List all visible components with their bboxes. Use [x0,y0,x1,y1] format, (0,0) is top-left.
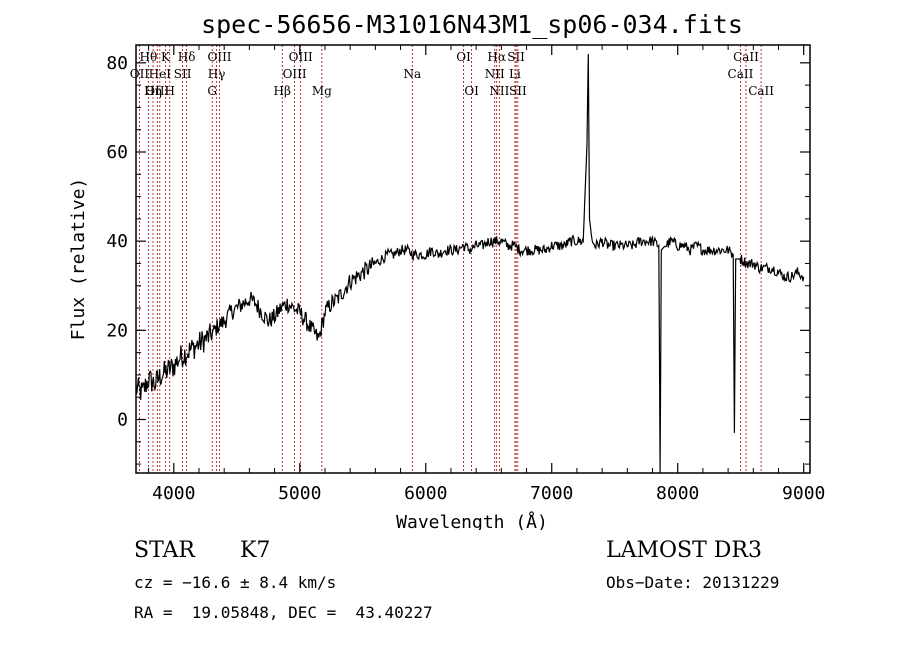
spectral-line-markers: Hθ OII OIII K HeI Hη H SII Hδ OIII Hγ G OIII OIII Hβ Mg… [130,45,774,473]
spectral-line-label: Hη [144,84,162,98]
spectral-line-label: OI [464,84,479,98]
spectral-line-label: OIII [283,67,307,81]
object-type: STAR [134,538,195,563]
y-tick-label: 0 [117,410,128,431]
spectral-line-label: Hγ [208,67,226,81]
spectral-line-label: G [207,84,217,98]
x-tick-label: 9000 [782,483,825,504]
y-tick-label: 40 [106,231,128,252]
spectral-line-label: NII [489,84,509,98]
spectral-line-label: SII [507,50,525,64]
spectral-line-label: OI [456,50,471,64]
spectrum-line [135,53,805,474]
spectral-line-label: OII [130,67,150,81]
spectral-line-label: SII [509,84,527,98]
chart-title: spec-56656-M31016N43M1_sp06-034.fits [201,10,743,39]
spectral-line-label: CaII [733,50,759,64]
spectrum-plot-svg: spec-56656-M31016N43M1_sp06-034.fits Hθ O… [68,10,825,530]
spectral-line-label: NII [485,67,505,81]
spectral-line-label: Hα [487,50,506,64]
ra-dec-coordinates: RA = 19.05848, DEC = 43.40227 [134,603,433,622]
spectral-line-label: CaII [748,84,774,98]
redshift-velocity: cz = −16.6 ± 8.4 km/s [134,573,337,592]
y-axis-label: Flux (relative) [68,178,89,341]
x-tick-label: 7000 [530,483,573,504]
spectral-line-label: Hθ [139,50,157,64]
spectral-line-label: Na [403,67,421,81]
spectral-line-label: Mg [312,84,332,98]
spectral-line-label: SII [174,67,192,81]
spectral-line-label: K [161,50,171,64]
spectral-line-label: OIII [145,84,169,98]
x-tick-label: 4000 [152,483,195,504]
spectral-line-label: OIII [289,50,313,64]
spectral-line-label: Hβ [274,84,291,98]
x-tick-label: 5000 [278,483,321,504]
plot-frame [135,44,811,474]
observation-date: Obs−Date: 20131229 [606,573,780,592]
y-tick-label: 60 [106,142,128,163]
spectral-line-label: H [165,84,175,98]
x-tick-label: 8000 [656,483,699,504]
spectral-line-label: CaII [728,67,754,81]
y-tick-label: 20 [106,320,128,341]
spectral-line-label: HeI [149,67,172,81]
y-tick-label: 80 [106,53,128,74]
spectral-line-label: OIII [207,50,231,64]
spectral-line-label: Li [509,67,521,81]
spectral-subclass: K7 [240,538,271,563]
x-axis-label: Wavelength (Å) [396,511,548,530]
axis-ticks: 4000 5000 6000 7000 8000 9000 0 20 40 60 80 [106,45,825,504]
survey-name: LAMOST DR3 [606,538,762,563]
x-tick-label: 6000 [404,483,447,504]
spectral-line-label: Hδ [178,50,196,64]
